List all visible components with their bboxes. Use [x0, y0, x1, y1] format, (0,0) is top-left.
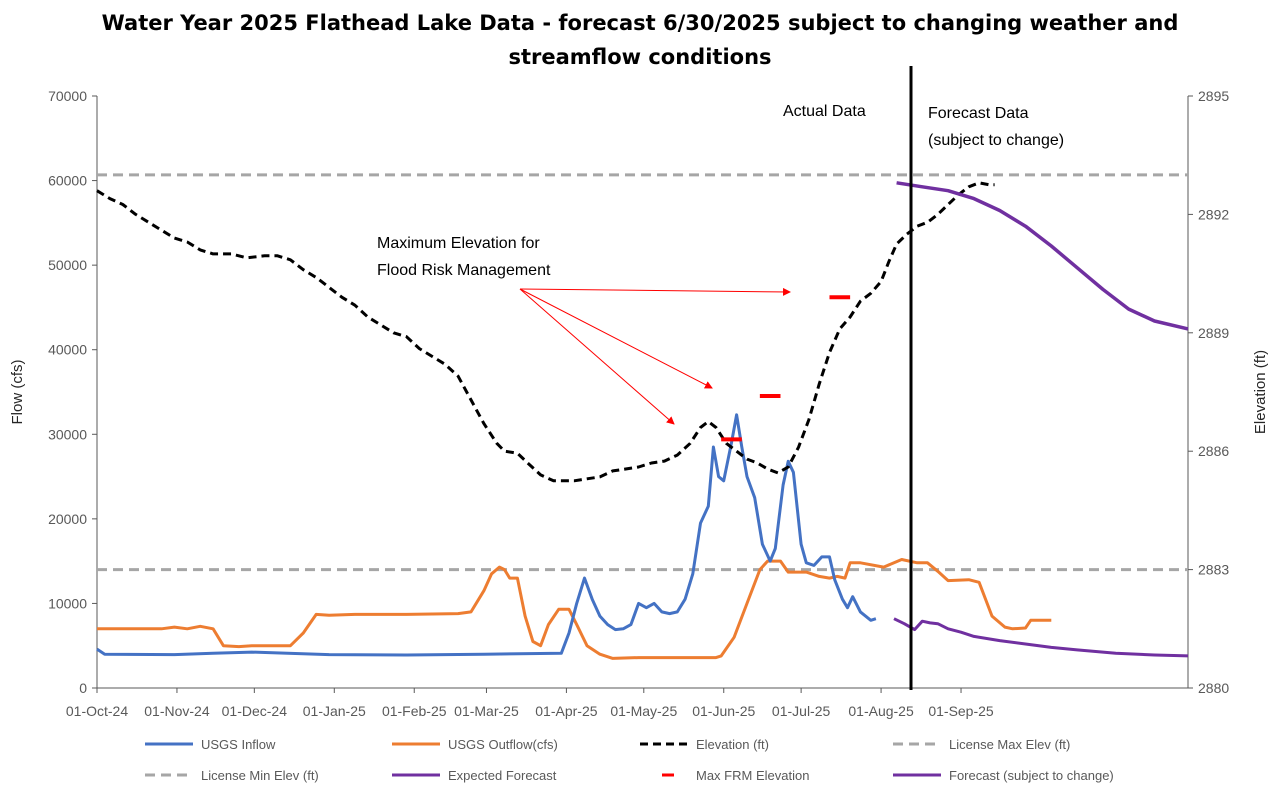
y-tick-label: 30000	[48, 426, 87, 442]
chart-title-line2: streamflow conditions	[508, 45, 771, 69]
x-tick-label: 01-Jan-25	[303, 703, 366, 719]
x-tick-label: 01-Dec-24	[222, 703, 288, 719]
y-tick-label: 70000	[48, 88, 87, 104]
legend-item-license-min-elev-ft: License Min Elev (ft)	[145, 768, 319, 783]
legend-item-forecast-subject-to-change: Forecast (subject to change)	[893, 768, 1114, 783]
series-forecast-subject-to-change	[896, 181, 1189, 331]
series-layer	[96, 173, 1189, 660]
annotation-forecast-line1: Forecast Data	[928, 105, 1029, 122]
annotation-frm-line1: Maximum Elevation for	[377, 235, 540, 252]
legend-label: USGS Inflow	[201, 737, 276, 752]
series-line-elevation-ft	[96, 181, 995, 483]
y-tick-label: 50000	[48, 257, 87, 273]
axes: 0 10000 20000 30000 40000 50000 60000 70000 2880…	[9, 88, 1269, 719]
x-tick-label: 01-Feb-25	[382, 703, 447, 719]
y-tick-label: 0	[79, 680, 87, 696]
x-tick-label: 01-Mar-25	[454, 703, 519, 719]
annotation-actual-data: Actual Data	[783, 103, 866, 120]
y2-tick-label: 2895	[1198, 88, 1229, 104]
legend-label: Forecast (subject to change)	[949, 768, 1114, 783]
x-tick-label: 01-May-25	[610, 703, 677, 719]
legend-label: Max FRM Elevation	[696, 768, 809, 783]
legend-item-max-frm-elevation: Max FRM Elevation	[662, 768, 809, 783]
frm-arrow-june	[519, 287, 791, 296]
legend-label: Expected Forecast	[448, 768, 557, 783]
legend-label: License Max Elev (ft)	[949, 737, 1070, 752]
series-line-usgs-outflow-cfs	[97, 558, 1052, 660]
legend-item-expected-forecast: Expected Forecast	[392, 768, 557, 783]
series-expected-forecast	[893, 617, 1189, 658]
series-line-usgs-inflow	[96, 413, 877, 657]
y2-tick-label: 2886	[1198, 443, 1229, 459]
annotation-frm-line2: Flood Risk Management	[377, 262, 551, 279]
frm-arrow-april	[519, 288, 675, 425]
y-tick-label: 20000	[48, 511, 87, 527]
y2-tick-label: 2889	[1198, 325, 1229, 341]
y-tick-label: 40000	[48, 342, 87, 358]
legend: USGS Inflow USGS Outflow(cfs) Elevation (f…	[145, 737, 1114, 783]
y2-tick-label: 2892	[1198, 206, 1229, 222]
x-tick-label: 01-Nov-24	[144, 703, 210, 719]
x-tick-label: 01-Sep-25	[928, 703, 994, 719]
legend-item-usgs-inflow: USGS Inflow	[145, 737, 276, 752]
series-max-frm-elevation	[721, 295, 851, 442]
legend-item-license-max-elev-ft: License Max Elev (ft)	[893, 737, 1070, 752]
frm-arrow-may	[519, 288, 713, 389]
frm-arrows	[519, 287, 791, 425]
x-tick-label: 01-Apr-25	[535, 703, 597, 719]
legend-label: USGS Outflow(cfs)	[448, 737, 558, 752]
x-tick-label: 01-Oct-24	[66, 703, 128, 719]
annotation-forecast-line2: (subject to change)	[928, 132, 1064, 149]
x-tick-label: 01-Aug-25	[848, 703, 914, 719]
y2-axis-title: Elevation (ft)	[1252, 350, 1269, 434]
series-elevation-ft	[96, 181, 995, 483]
y2-tick-label: 2883	[1198, 562, 1229, 578]
series-usgs-outflow-cfs	[97, 558, 1052, 660]
series-usgs-inflow	[96, 413, 877, 657]
legend-label: License Min Elev (ft)	[201, 768, 319, 783]
legend-item-usgs-outflow-cfs: USGS Outflow(cfs)	[392, 737, 558, 752]
y-tick-label: 10000	[48, 595, 87, 611]
series-line-expected-forecast	[893, 617, 1189, 658]
series-line-forecast-subject-to-change	[896, 181, 1189, 331]
y-axis-title: Flow (cfs)	[9, 360, 26, 425]
legend-label: Elevation (ft)	[696, 737, 769, 752]
x-tick-label: 01-Jul-25	[772, 703, 831, 719]
legend-item-elevation-ft: Elevation (ft)	[640, 737, 769, 752]
x-tick-label: 01-Jun-25	[692, 703, 755, 719]
chart-title-line1: Water Year 2025 Flathead Lake Data - for…	[102, 11, 1179, 35]
y-tick-label: 60000	[48, 173, 87, 189]
y2-tick-label: 2880	[1198, 680, 1229, 696]
